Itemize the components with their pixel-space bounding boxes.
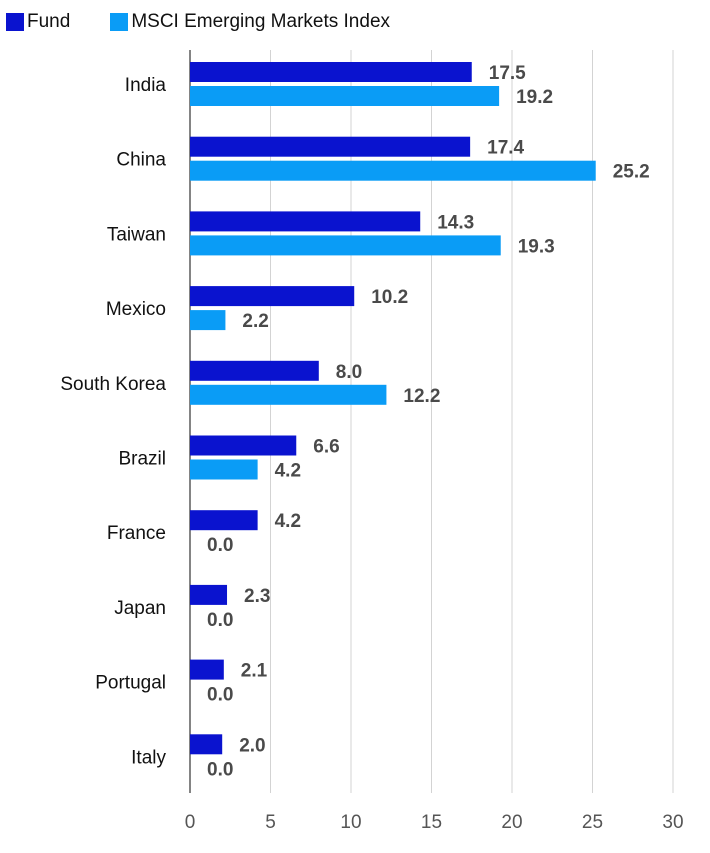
- fund-bar[interactable]: [190, 510, 258, 531]
- fund-bar[interactable]: [190, 734, 223, 755]
- fund-value-label: 8.0: [336, 362, 362, 383]
- msci-value-label: 12.2: [403, 386, 440, 407]
- category-label: China: [116, 150, 166, 171]
- fund-value-label: 2.3: [244, 586, 270, 607]
- fund-value-label: 2.0: [239, 735, 265, 756]
- x-tick-label: 30: [662, 812, 683, 833]
- x-tick-label: 0: [185, 812, 196, 833]
- msci-value-label: 19.3: [518, 236, 555, 257]
- msci-bar[interactable]: [190, 86, 500, 106]
- legend-swatch-msci: [110, 13, 129, 31]
- legend: Fund MSCI Emerging Markets Index: [6, 8, 430, 36]
- category-label: South Korea: [60, 374, 166, 395]
- msci-bar[interactable]: [190, 384, 387, 405]
- fund-bar[interactable]: [190, 286, 355, 307]
- msci-value-label: 25.2: [613, 162, 650, 183]
- fund-value-label: 17.5: [489, 63, 526, 84]
- category-label: Italy: [131, 747, 166, 768]
- category-label: Taiwan: [107, 224, 166, 245]
- fund-bar[interactable]: [190, 435, 297, 456]
- category-label: Portugal: [95, 673, 166, 694]
- bars: [190, 62, 596, 755]
- x-tick-label: 25: [582, 812, 603, 833]
- msci-value-label: 2.2: [242, 311, 268, 332]
- x-tick-label: 10: [340, 812, 361, 833]
- x-tick-label: 20: [501, 812, 522, 833]
- fund-value-label: 2.1: [241, 661, 268, 682]
- fund-bar[interactable]: [190, 136, 471, 157]
- fund-bar[interactable]: [190, 62, 472, 82]
- msci-value-label: 0.0: [207, 535, 233, 556]
- fund-value-label: 14.3: [437, 212, 474, 233]
- fund-value-label: 4.2: [275, 511, 301, 532]
- fund-value-label: 6.6: [313, 437, 339, 458]
- msci-value-label: 0.0: [207, 685, 233, 706]
- msci-value-label: 19.2: [516, 87, 553, 108]
- legend-item-fund[interactable]: Fund: [6, 11, 70, 33]
- legend-item-msci[interactable]: MSCI Emerging Markets Index: [110, 11, 390, 33]
- x-tick-label: 5: [265, 812, 276, 833]
- category-label: Japan: [114, 598, 166, 619]
- msci-value-label: 0.0: [207, 759, 233, 780]
- msci-value-label: 0.0: [207, 610, 233, 631]
- msci-bar[interactable]: [190, 459, 258, 480]
- category-label: France: [107, 523, 166, 544]
- legend-label-fund: Fund: [27, 11, 71, 32]
- msci-bar[interactable]: [190, 160, 596, 181]
- x-tick-label: 15: [421, 812, 442, 833]
- labels: 0 5 10 15 20 25 30 India 17.5 19.2 China 17.4 25.2 Ta…: [60, 63, 683, 833]
- legend-label-msci: MSCI Emerging Markets Index: [131, 11, 391, 32]
- legend-swatch-fund: [6, 13, 24, 31]
- fund-bar[interactable]: [190, 360, 319, 381]
- fund-value-label: 10.2: [371, 287, 408, 308]
- fund-value-label: 17.4: [487, 138, 524, 159]
- msci-bar[interactable]: [190, 235, 501, 256]
- fund-bar[interactable]: [190, 211, 421, 232]
- category-label: India: [125, 75, 167, 96]
- category-label: Brazil: [118, 449, 166, 470]
- category-label: Mexico: [106, 299, 166, 320]
- fund-bar[interactable]: [190, 584, 228, 605]
- fund-bar[interactable]: [190, 659, 224, 680]
- msci-value-label: 4.2: [275, 461, 301, 482]
- msci-bar[interactable]: [190, 310, 226, 331]
